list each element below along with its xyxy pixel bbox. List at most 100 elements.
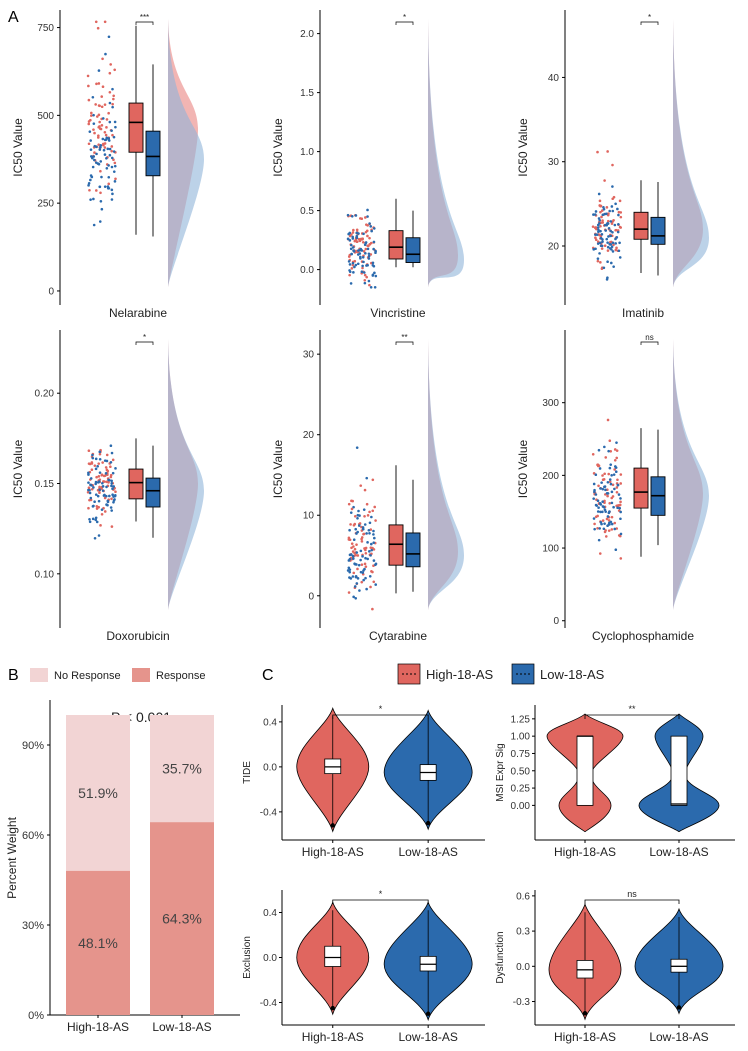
jitter-point [596,499,600,503]
jitter-point [613,527,617,531]
y-tick-label: 20 [303,430,315,441]
jitter-point [614,242,617,245]
jitter-point [366,224,369,227]
jitter-point [93,158,96,162]
jitter-point [609,220,613,223]
jitter-point [352,571,356,575]
jitter-point [612,265,615,268]
jitter-point [364,252,367,255]
jitter-point [601,219,604,222]
jitter-point [350,267,354,270]
jitter-point [594,493,598,496]
sig-bracket [640,21,659,25]
jitter-point [356,577,360,580]
jitter-point [370,548,374,552]
jitter-point [593,213,597,216]
jitter-point [110,198,114,201]
sig-bracket [395,21,414,25]
jitter-point [104,466,108,469]
jitter-point [605,212,608,216]
jitter-point [108,147,112,151]
sig-label: * [648,13,651,22]
jitter-point [598,552,602,555]
jitter-point [110,129,113,132]
jitter-point [87,462,91,465]
jitter-point [102,148,106,152]
jitter-point [361,255,365,259]
jitter-point [88,488,91,492]
jitter-point [601,505,605,508]
sig-label: * [143,333,146,342]
jitter-point [355,446,359,449]
jitter-point [362,271,366,274]
y-tick-label: -0.4 [260,998,278,1009]
outlier-point [582,1011,588,1016]
jitter-point [351,263,355,267]
jitter-point [89,148,93,151]
jitter-point [368,222,371,225]
jitter-point [94,518,98,522]
jitter-point [357,249,360,252]
jitter-point [111,192,114,196]
jitter-point [367,528,371,532]
jitter-point [369,286,373,289]
jitter-point [109,473,113,477]
jitter-point [92,504,95,508]
jitter-point [105,453,109,457]
jitter-point [101,85,105,89]
jitter-point [610,528,614,531]
jitter-point [604,510,607,513]
legend-swatch-response [132,668,150,682]
jitter-point [354,214,358,217]
jitter-point [360,563,364,566]
raincloud-imatinib: 20 30 40 IC50 Value Imatinib * [516,10,709,320]
jitter-point [369,542,373,546]
jitter-point [611,230,614,234]
jitter-point [361,264,364,268]
jitter-point [596,259,600,263]
jitter-point [591,452,595,456]
jitter-point [362,232,365,236]
jitter-point [87,473,90,476]
density-cloud [673,338,709,611]
jitter-point [106,499,110,503]
jitter-point [615,486,619,489]
jitter-point [92,122,96,125]
jitter-point [106,503,109,507]
jitter-point [353,547,357,551]
jitter-point [105,136,109,140]
jitter-point [364,230,368,234]
jitter-point [615,504,618,508]
legend-label-high: High-18-AS [426,667,494,682]
jitter-point [372,533,375,536]
jitter-point [597,448,601,452]
jitter-point [346,213,350,217]
jitter-point [352,545,355,548]
jitter-point [607,519,611,522]
jitter-point [619,482,623,485]
jitter-point [359,558,362,562]
jitter-point [374,583,378,586]
jitter-point [372,240,376,244]
jitter-point [110,165,114,169]
jitter-point [89,178,92,182]
jitter-point [87,486,91,490]
bar-label-no-response: 51.9% [78,785,118,801]
jitter-point [608,209,611,213]
jitter-point [370,515,373,519]
jitter-point [371,509,375,513]
jitter-point [113,120,117,124]
jitter-point [352,250,356,253]
jitter-point [362,569,365,572]
jitter-point [592,497,595,500]
jitter-point [359,549,363,553]
jitter-point [355,551,359,554]
legend-label-response: Response [156,670,206,682]
jitter-point [607,472,611,476]
jitter-point [351,246,355,249]
box-iqr [633,211,649,240]
jitter-point [602,205,605,209]
raincloud-doxorubicin: 0.10 0.15 0.20 IC50 Value Doxorubicin * [11,330,204,643]
jitter-point [103,146,107,149]
jitter-point [619,557,623,560]
